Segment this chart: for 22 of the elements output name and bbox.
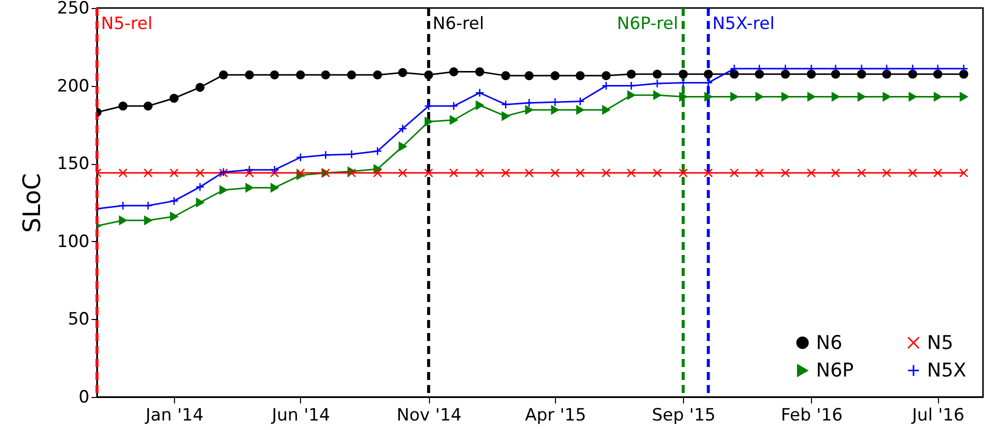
y-tick-label: 150: [57, 154, 90, 174]
y-tick-label: 200: [57, 76, 90, 96]
ref-line-label: N6P-rel: [616, 14, 678, 34]
x-tick-label: Jun '14: [270, 406, 330, 426]
x-tick-label: Sep '15: [652, 406, 716, 426]
ref-line-label: N6-rel: [432, 14, 484, 34]
legend-label: N6P: [816, 360, 854, 382]
ref-line-label: N5-rel: [101, 14, 152, 34]
x-tick-label: Jul '16: [911, 406, 964, 426]
x-tick-label: Nov '14: [396, 406, 462, 426]
legend-label: N5: [927, 332, 954, 354]
legend-label: N5X: [927, 360, 966, 382]
x-tick-label: Apr '15: [525, 406, 586, 426]
y-tick-label: 50: [68, 310, 90, 330]
y-tick-label: 250: [57, 0, 90, 18]
x-tick-label: Jan '14: [144, 406, 204, 426]
y-tick-label: 100: [57, 232, 90, 252]
legend-label: N6: [816, 332, 842, 354]
y-tick-label: 0: [78, 388, 90, 408]
x-tick-label: Feb '16: [780, 406, 843, 426]
ref-line-label: N5X-rel: [712, 14, 775, 34]
y-axis-title: SLoC: [18, 173, 46, 233]
